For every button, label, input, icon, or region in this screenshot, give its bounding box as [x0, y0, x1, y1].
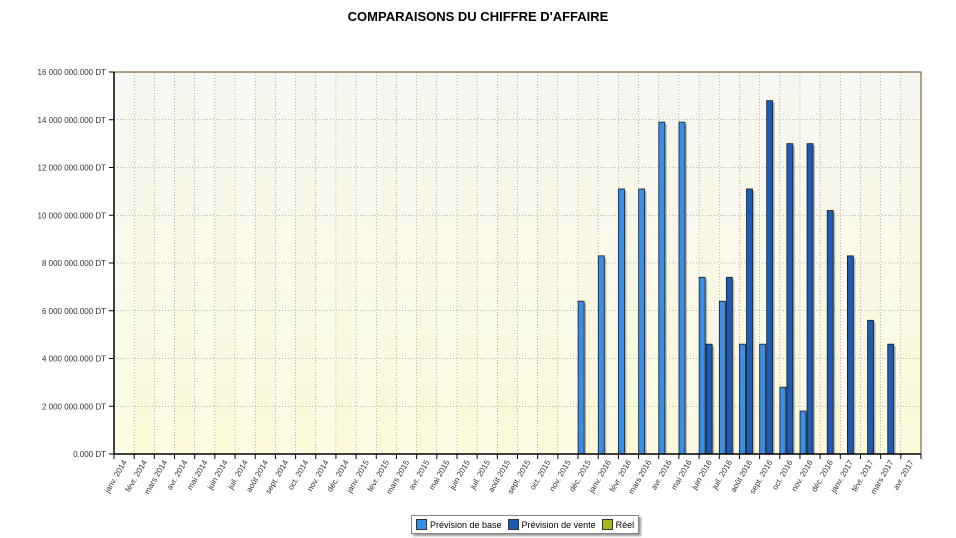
bar — [577, 300, 585, 455]
y-tick-label: 14 000 000.000 DT — [38, 116, 107, 125]
bar — [725, 276, 733, 455]
bar — [779, 386, 787, 455]
bar — [799, 410, 807, 455]
y-tick-label: 16 000 000.000 DT — [38, 68, 107, 77]
legend-swatch — [507, 519, 519, 530]
bar — [618, 188, 625, 455]
bar — [759, 343, 767, 455]
chart-title: COMPARAISONS DU CHIFFRE D'AFFAIRE — [347, 9, 609, 24]
bar — [887, 343, 895, 455]
bar — [826, 210, 834, 455]
y-tick-label: 2 000 000.000 DT — [42, 402, 106, 411]
y-tick-label: 4 000 000.000 DT — [42, 355, 106, 364]
bar — [746, 188, 753, 455]
legend-item: Réel — [601, 519, 635, 530]
bar — [698, 276, 706, 455]
bar — [786, 143, 794, 455]
bar — [597, 255, 605, 455]
legend-label: Prévision de vente — [521, 519, 596, 530]
legend-item: Prévision de base — [416, 519, 502, 530]
y-tick-label: 0.000 DT — [73, 450, 106, 459]
y-tick-label: 8 000 000.000 DT — [42, 259, 106, 268]
legend-swatch — [601, 519, 613, 530]
bar — [867, 319, 874, 455]
bar — [766, 100, 774, 455]
bar — [658, 121, 666, 455]
chart-legend: Prévision de base Prévision de vente Réel — [411, 515, 640, 534]
bar — [739, 343, 746, 455]
legend-swatch — [416, 519, 427, 530]
y-tick-label: 6 000 000.000 DT — [42, 307, 106, 316]
legend-item: Prévision de vente — [507, 519, 596, 530]
y-tick-label: 12 000 000.000 DT — [38, 164, 107, 173]
bar — [678, 121, 686, 455]
bar — [705, 343, 713, 455]
bar — [718, 300, 726, 455]
y-tick-label: 10 000 000.000 DT — [38, 211, 107, 220]
bar — [638, 188, 646, 455]
legend-label: Prévision de base — [430, 519, 502, 530]
legend-label: Réel — [615, 519, 635, 530]
bar — [806, 143, 814, 455]
bar — [846, 255, 854, 455]
